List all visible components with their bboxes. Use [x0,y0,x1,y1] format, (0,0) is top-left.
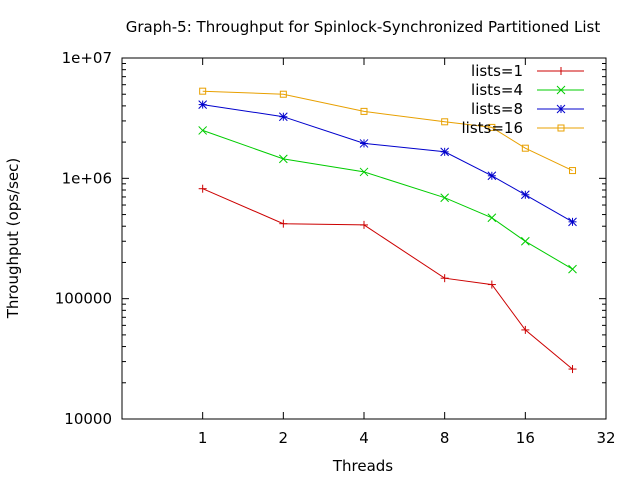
series-line [202,188,573,370]
data-point [279,90,287,98]
data-point [198,126,208,135]
series-lists-1 [198,184,577,374]
data-point [441,118,449,126]
data-point [556,104,566,114]
data-point [568,365,577,374]
data-point [488,123,496,131]
series-line [202,90,573,172]
y-tick-label: 1e+07 [62,49,112,67]
x-tick-label: 1 [198,429,208,447]
axes: 1 2 4 8 16 32 10000 100000 1e+06 1e+07 [55,49,616,447]
series-lists-16 [199,87,577,175]
x-tick-label: 8 [440,429,450,447]
data-point [520,236,530,246]
x-axis-label: Threads [332,457,393,475]
data-point [556,85,566,95]
y-tick-label: 1e+06 [62,169,112,187]
y-axis-label: Throughput (ops/sec) [4,158,22,319]
data-point [199,87,207,95]
legend-entry: lists=1 [471,62,584,80]
series-layer [198,87,577,374]
legend-entry: lists=8 [471,100,584,118]
data-point [440,193,450,203]
x-tick-label: 32 [596,429,615,447]
plot-area-frame [121,57,607,420]
data-point [359,139,369,148]
data-point [520,190,530,200]
series-lists-4 [198,126,577,274]
data-point [360,220,368,229]
legend-label: lists=1 [471,62,523,80]
data-point [487,213,497,223]
legend-entry: lists=16 [461,119,584,137]
data-point [521,325,530,334]
data-point [557,67,565,75]
data-point [198,100,208,109]
x-tick-label: 2 [279,429,289,447]
data-point [279,219,288,228]
data-point [557,124,565,132]
legend-label: lists=8 [471,100,523,118]
y-tick-label: 100000 [55,290,112,308]
legend-label: lists=16 [461,119,523,137]
data-point [278,112,288,122]
chart-title: Graph-5: Throughput for Spinlock-Synchro… [126,18,601,36]
legend-entry: lists=4 [471,81,584,99]
data-point [487,280,496,289]
data-point [198,184,207,193]
data-point [440,274,449,283]
data-point [521,144,529,152]
data-point [359,167,369,177]
y-tick-label: 10000 [64,410,112,428]
series-line [202,129,573,270]
legend-label: lists=4 [471,81,523,99]
data-point [278,154,288,164]
data-point [568,217,577,227]
data-point [568,264,577,274]
data-point [440,147,450,157]
data-point [487,171,497,181]
data-point [569,167,577,175]
data-point [360,107,368,115]
x-tick-label: 16 [516,429,535,447]
series-lists-8 [198,100,577,227]
x-tick-label: 4 [359,429,369,447]
